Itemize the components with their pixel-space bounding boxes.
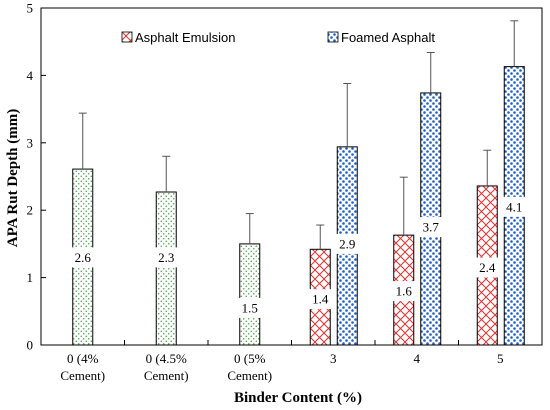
data-label-bg bbox=[308, 289, 333, 310]
x-tick-label: Cement) bbox=[227, 368, 272, 383]
plot-frame bbox=[40, 7, 543, 346]
data-label-bg bbox=[70, 247, 95, 268]
legend: Asphalt Emulsion Foamed Asphalt bbox=[121, 30, 435, 45]
data-label-bg bbox=[335, 233, 360, 254]
y-tick-label: 1 bbox=[27, 270, 34, 285]
y-tick-label: 4 bbox=[27, 68, 34, 83]
y-tick-label: 0 bbox=[27, 338, 34, 353]
legend-swatch bbox=[121, 31, 133, 43]
data-label-bg bbox=[475, 257, 500, 278]
data-label: 3.7 bbox=[423, 220, 440, 235]
bar bbox=[239, 243, 261, 346]
y-axis-title: APA Rut Depth (mm) bbox=[5, 109, 21, 247]
data-label: 2.4 bbox=[479, 260, 496, 275]
data-label: 4.1 bbox=[506, 199, 522, 214]
y-tick-label: 3 bbox=[27, 135, 34, 150]
legend-label: Asphalt Emulsion bbox=[135, 30, 235, 45]
x-tick-label: 0 (5% bbox=[234, 351, 266, 366]
x-tick-label: 3 bbox=[330, 351, 337, 366]
y-tick-label: 2 bbox=[27, 203, 34, 218]
x-tick-label: Cement) bbox=[144, 368, 189, 383]
y-tick-label: 5 bbox=[27, 1, 34, 16]
x-tick-label: 0 (4% bbox=[67, 351, 99, 366]
data-label-bg bbox=[418, 217, 443, 238]
x-tick-label: 0 (4.5% bbox=[146, 351, 187, 366]
data-label: 2.9 bbox=[339, 236, 355, 251]
data-label: 2.3 bbox=[158, 250, 174, 265]
data-label-bg bbox=[391, 281, 416, 302]
plot-area: 0 1 2 3 4 5 0 (4% Cement) 0 (4.5% Cement) 0 (5% Cem… bbox=[27, 1, 543, 383]
data-label: 1.5 bbox=[242, 300, 258, 315]
bar bbox=[155, 191, 177, 346]
data-label-bg bbox=[154, 247, 179, 268]
data-label-bg bbox=[502, 196, 527, 217]
data-label: 1.6 bbox=[396, 284, 413, 299]
x-tick-label: 5 bbox=[497, 351, 504, 366]
x-tick-label: Cement) bbox=[60, 368, 105, 383]
legend-swatch bbox=[327, 31, 339, 43]
legend-label: Foamed Asphalt bbox=[341, 30, 435, 45]
data-label: 2.6 bbox=[75, 250, 92, 265]
data-label: 1.4 bbox=[312, 292, 329, 307]
data-label-bg bbox=[237, 297, 262, 318]
x-axis-title: Binder Content (%) bbox=[234, 390, 362, 406]
x-tick-label: 4 bbox=[414, 351, 421, 366]
